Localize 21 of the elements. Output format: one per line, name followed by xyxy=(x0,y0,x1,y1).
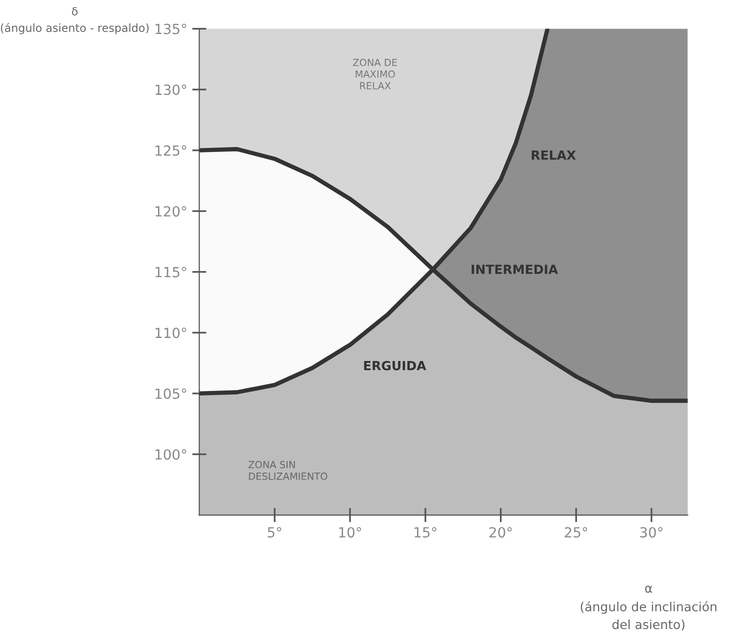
y-tick-label: 110° xyxy=(156,328,186,338)
x-tick-label: 5° xyxy=(268,527,282,538)
y-tick-label: 115° xyxy=(156,266,186,278)
x-axis-title: α (ángulo de inclinación del asiento) xyxy=(580,586,716,631)
annotation: ZONA DE MAXIMO RELAX xyxy=(353,58,397,90)
x-tick-label: 30° xyxy=(640,527,662,538)
annotation: RELAX xyxy=(532,150,576,160)
y-tick-label: 105° xyxy=(156,388,186,399)
x-tick-label: 25° xyxy=(564,527,588,538)
annotation: INTERMEDIA xyxy=(472,264,558,274)
annotation: ERGUIDA xyxy=(364,360,426,370)
annotation: ZONA SIN DESLIZAMIENTO xyxy=(248,460,328,480)
y-tick-label: 130° xyxy=(156,84,186,96)
x-tick-label: 15° xyxy=(414,527,436,538)
y-tick-label: 100° xyxy=(156,449,186,460)
x-tick-label: 10° xyxy=(339,527,362,538)
y-tick-label: 135° xyxy=(156,24,186,34)
y-tick-label: 120° xyxy=(156,206,186,217)
y-tick-label: 125° xyxy=(156,145,186,156)
y-axis-title: δ (ángulo asiento - respaldo) xyxy=(0,7,149,34)
x-tick-label: 20° xyxy=(489,527,512,538)
